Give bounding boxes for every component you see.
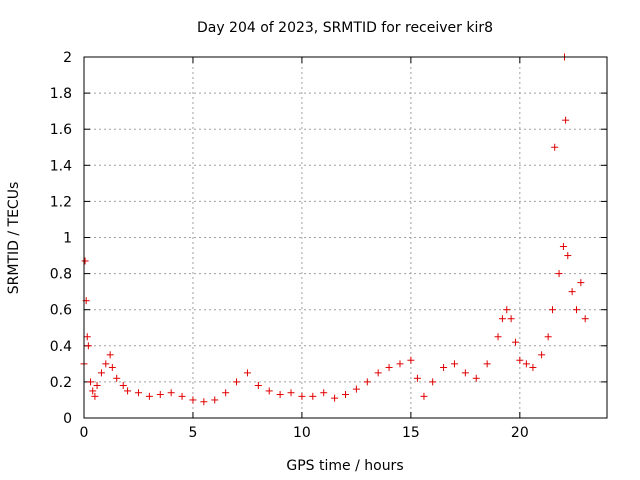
data-point — [243, 369, 251, 377]
y-tick-label: 1.2 — [50, 194, 72, 210]
data-point — [511, 338, 519, 346]
y-tick-label: 1 — [63, 231, 72, 247]
data-point — [374, 369, 382, 377]
data-point — [498, 315, 506, 323]
data-point — [440, 363, 448, 371]
x-tick-label: 0 — [80, 425, 89, 441]
data-point — [413, 374, 421, 382]
data-point — [89, 387, 97, 395]
data-point — [529, 363, 537, 371]
data-point — [564, 252, 572, 260]
data-point — [483, 360, 491, 368]
data-point — [97, 369, 105, 377]
data-point — [93, 382, 101, 390]
data-point — [507, 315, 515, 323]
x-tick-label: 5 — [188, 425, 197, 441]
y-tick-label: 0 — [63, 411, 72, 427]
data-point — [119, 382, 127, 390]
data-point — [211, 396, 219, 404]
data-point — [568, 288, 576, 296]
y-tick-label: 0.2 — [50, 375, 72, 391]
data-point — [106, 351, 114, 359]
data-point — [265, 387, 273, 395]
data-point — [450, 360, 458, 368]
data-point — [396, 360, 404, 368]
data-point — [134, 389, 142, 397]
data-point — [407, 356, 415, 364]
data-point — [549, 306, 557, 314]
y-tick-label: 2 — [63, 50, 72, 66]
data-point — [254, 382, 262, 390]
x-axis-label: GPS time / hours — [286, 458, 403, 474]
data-point — [108, 363, 116, 371]
data-point — [102, 360, 110, 368]
y-tick-label: 0.6 — [50, 303, 72, 319]
y-tick-label: 0.4 — [50, 339, 72, 355]
data-point — [156, 391, 164, 399]
plot-frame — [83, 56, 608, 419]
data-point — [200, 398, 208, 406]
data-point — [581, 315, 589, 323]
data-point — [124, 387, 132, 395]
data-point — [555, 270, 563, 278]
chart-title: Day 204 of 2023, SRMTID for receiver kir… — [197, 20, 493, 36]
data-point — [503, 306, 511, 314]
y-tick-label: 1.6 — [50, 122, 72, 138]
y-tick-label: 1.8 — [50, 86, 72, 102]
y-tick-label: 1.4 — [50, 158, 72, 174]
data-point — [83, 333, 91, 341]
data-point — [276, 391, 284, 399]
data-point — [287, 389, 295, 397]
x-tick-label: 10 — [293, 425, 311, 441]
data-point — [233, 378, 241, 386]
data-point — [81, 257, 89, 265]
data-point — [84, 342, 92, 350]
data-point — [544, 333, 552, 341]
data-point — [331, 394, 339, 402]
data-point — [572, 306, 580, 314]
data-point — [298, 392, 306, 400]
data-point — [562, 116, 570, 124]
data-points — [80, 53, 589, 406]
y-axis-label: SRMTID / TECUs — [6, 182, 22, 295]
data-point — [222, 389, 230, 397]
data-point — [420, 392, 428, 400]
data-point — [167, 389, 175, 397]
grid — [84, 57, 607, 418]
data-point — [461, 369, 469, 377]
data-point — [309, 392, 317, 400]
data-point — [91, 392, 99, 400]
x-tick-label: 15 — [402, 425, 420, 441]
data-point — [178, 392, 186, 400]
data-point — [145, 392, 153, 400]
data-point — [516, 356, 524, 364]
data-point — [189, 396, 197, 404]
data-point — [352, 385, 360, 393]
data-point — [551, 143, 559, 151]
data-point — [113, 374, 121, 382]
data-point — [342, 391, 349, 399]
data-point — [538, 351, 546, 359]
data-point — [577, 279, 585, 287]
data-point — [363, 378, 371, 386]
data-point — [494, 333, 502, 341]
data-point — [385, 363, 393, 371]
data-point — [472, 374, 480, 382]
y-tick-label: 0.8 — [50, 267, 72, 283]
data-point — [559, 243, 567, 251]
axis-ticks: 0 5 10 15 20 0 0.2 0.4 0.6 0.8 1 1.2 1.4 1.6 1.8 2 — [50, 50, 607, 441]
data-point — [429, 378, 437, 386]
data-point — [320, 389, 328, 397]
x-tick-label: 20 — [511, 425, 529, 441]
data-point — [87, 378, 95, 386]
data-point — [522, 360, 530, 368]
